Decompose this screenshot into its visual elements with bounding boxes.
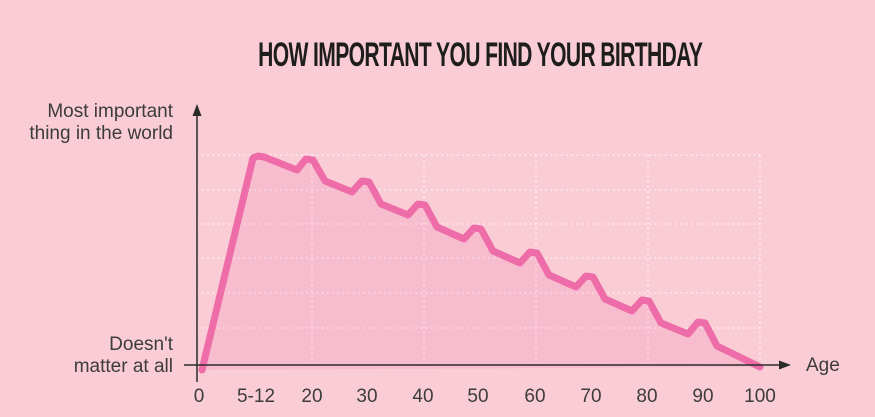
y-axis-bottom-label: Doesn't matter at all [73, 334, 173, 377]
x-tick-label: 50 [467, 386, 489, 407]
x-tick-label: 90 [692, 386, 714, 407]
curve-fill [202, 156, 760, 370]
x-tick-label: 60 [524, 386, 546, 407]
x-tick-labels: 0 5-12 20 30 40 50 60 70 80 90 100 [0, 386, 875, 410]
x-tick-label: 0 [193, 386, 205, 407]
x-tick-label: 30 [356, 386, 378, 407]
x-tick-label: 80 [636, 386, 658, 407]
x-tick-label: 70 [580, 386, 602, 407]
y-axis-arrow-icon [192, 104, 202, 116]
x-tick-label: 20 [301, 386, 323, 407]
y-axis-top-label: Most important thing in the world [29, 101, 173, 144]
x-axis-label: Age [806, 355, 840, 376]
x-tick-label: 40 [412, 386, 434, 407]
x-tick-label: 5-12 [236, 386, 276, 407]
curve-line [198, 152, 764, 374]
chart-title: HOW IMPORTANT YOU FIND YOUR BIRTHDAY [85, 36, 875, 75]
x-axis-arrow-icon [779, 360, 791, 370]
chart-title-text: HOW IMPORTANT YOU FIND YOUR BIRTHDAY [257, 36, 703, 74]
x-tick-label: 100 [744, 386, 776, 407]
